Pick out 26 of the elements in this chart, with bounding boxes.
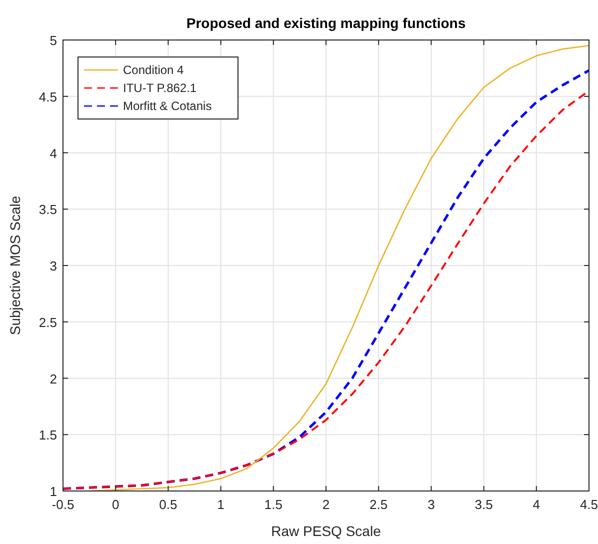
x-tick-label: 0.5	[159, 497, 178, 512]
y-tick-label: 1	[50, 484, 57, 499]
y-tick-label: 5	[50, 33, 57, 48]
y-tick-label: 4.5	[38, 89, 57, 104]
x-tick-label: 1.5	[264, 497, 282, 512]
x-tick-label: -0.5	[52, 497, 74, 512]
legend-label: ITU-T P.862.1	[123, 81, 197, 95]
y-tick-label: 3.5	[38, 202, 57, 218]
y-axis-title: Subjective MOS Scale	[7, 196, 23, 336]
x-tick-label: 1	[217, 497, 224, 512]
y-tick-label: 3	[50, 258, 57, 274]
x-tick-label: 4.5	[580, 497, 598, 512]
x-tick-label: 4	[532, 497, 540, 512]
legend-label: Condition 4	[123, 63, 184, 77]
x-axis-title: Raw PESQ Scale	[271, 523, 382, 539]
y-tick-label: 2.5	[38, 314, 57, 330]
y-tick-label: 2	[50, 371, 57, 386]
x-tick-label: 2	[322, 497, 330, 512]
legend-label: Morfitt & Cotanis	[123, 99, 212, 113]
x-tick-label: 3	[428, 497, 435, 512]
chart-title: Proposed and existing mapping functions	[186, 15, 466, 31]
x-tick-label: 0	[112, 497, 120, 512]
x-tick-label: 2.5	[370, 497, 388, 512]
y-tick-label: 4	[50, 146, 57, 161]
x-tick-label: 3.5	[474, 497, 493, 512]
y-tick-label: 1.5	[38, 428, 57, 443]
